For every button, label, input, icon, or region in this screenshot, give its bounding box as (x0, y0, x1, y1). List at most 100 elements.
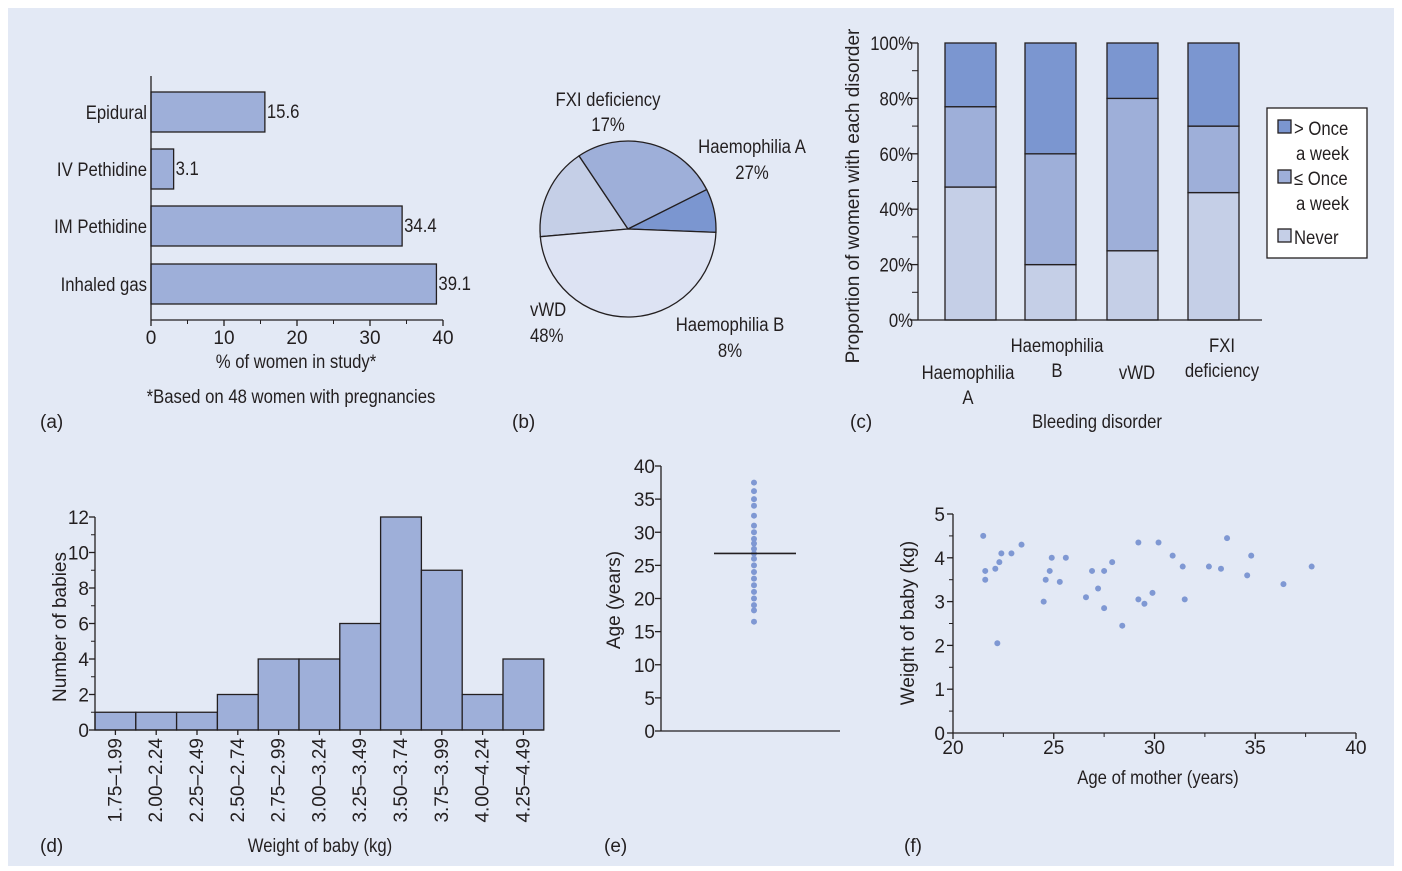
data-point (1040, 598, 1047, 605)
stacked-segment--once-a-week (1024, 42, 1077, 155)
y-tick-label: 6 (78, 615, 89, 636)
data-point (1224, 535, 1231, 542)
data-point (1082, 594, 1089, 601)
bar-iv-pethidine (150, 148, 175, 190)
stacked-segment--once-a-week (1187, 42, 1240, 127)
pie-slice-name: FXI deficiency (556, 89, 661, 110)
stacked-segment-never (1106, 250, 1159, 321)
y-tick-label: 60% (880, 144, 914, 165)
panel-label: (e) (604, 836, 627, 857)
pie-slice-percent: 8% (718, 340, 742, 361)
histogram-bar (298, 658, 341, 731)
data-point (751, 555, 757, 562)
pie-slice-name: Haemophilia A (698, 136, 806, 157)
data-point (751, 479, 757, 486)
data-point (751, 588, 757, 595)
x-tick-label: 0 (146, 328, 157, 349)
y-tick-label: 30 (634, 523, 655, 544)
stacked-segment--once-a-week (944, 106, 997, 188)
data-point (1280, 581, 1287, 588)
data-point (982, 576, 989, 583)
x-axis-title: Bleeding disorder (1032, 411, 1162, 432)
data-point (1248, 552, 1255, 559)
panel-d: 0 2 4 6 8 10 12 1.75–1.99 2.00–2.24 2.25–2.49 2.50… (40, 508, 545, 857)
data-label: 34.4 (404, 215, 437, 236)
legend-swatch (1277, 228, 1292, 243)
data-point (992, 565, 999, 572)
x-tick-label: 3.00–3.24 (309, 738, 330, 823)
y-tick-label: 10 (68, 544, 89, 565)
legend-swatch (1277, 119, 1292, 134)
data-point (751, 488, 757, 495)
data-point (1042, 576, 1049, 583)
stacked-segment--once-a-week (1187, 125, 1240, 194)
histogram-bar (502, 658, 545, 731)
data-point (751, 522, 757, 529)
pie-slice-percent: 48% (530, 325, 564, 346)
category-label: IM Pethidine (54, 216, 147, 237)
y-tick-label: 0 (934, 724, 945, 745)
legend-swatch (1277, 169, 1292, 184)
y-tick-label: 100% (870, 33, 913, 54)
x-tick-label: 25 (1043, 738, 1064, 759)
y-tick-label: 0% (889, 310, 913, 331)
data-point (1056, 578, 1063, 585)
stacked-segment--once-a-week (1106, 42, 1159, 100)
x-tick-label: 4.25–4.49 (513, 738, 534, 823)
panel-label: (d) (40, 836, 63, 857)
category-label: deficiency (1185, 360, 1259, 381)
y-axis-title: Age (years) (604, 551, 625, 649)
data-point (751, 512, 757, 519)
histogram-bar (94, 711, 137, 731)
x-tick-label: 30 (359, 328, 380, 349)
data-point (1048, 554, 1055, 561)
data-point (1181, 596, 1188, 603)
data-point (1046, 567, 1053, 574)
data-point (1101, 567, 1108, 574)
pie-slice-name: vWD (530, 299, 566, 320)
data-point (1149, 589, 1156, 596)
pie-slice-name: Haemophilia B (676, 314, 785, 335)
y-tick-label: 35 (634, 490, 655, 511)
x-tick-label: 1.75–1.99 (105, 738, 126, 823)
y-tick-label: 2 (934, 636, 945, 657)
y-axis-title: Proportion of women with each disorder (843, 28, 864, 363)
histogram-bar (257, 658, 300, 731)
data-point (751, 540, 757, 547)
x-tick-label: 20 (286, 328, 307, 349)
x-tick-label: 20 (942, 738, 963, 759)
histogram-bar (379, 516, 423, 731)
x-tick-label: 30 (1144, 738, 1165, 759)
x-axis-title: Weight of baby (kg) (248, 835, 393, 856)
y-tick-label: 0 (78, 721, 89, 742)
data-point (751, 496, 757, 503)
data-point (751, 535, 757, 542)
x-tick-label: 40 (432, 328, 453, 349)
data-point (1119, 622, 1126, 629)
category-label: IV Pethidine (57, 159, 147, 180)
y-tick-label: 1 (934, 680, 945, 701)
y-tick-label: 5 (934, 505, 945, 526)
y-axis-title: Number of babies (50, 552, 71, 702)
panel-label: (f) (904, 836, 922, 857)
data-point (751, 582, 757, 589)
data-point (751, 607, 757, 614)
data-point (980, 532, 987, 539)
data-point (751, 602, 757, 609)
stacked-segment-never (1024, 263, 1077, 321)
y-tick-label: 40% (880, 199, 914, 220)
pie-slice-vwd (539, 228, 717, 318)
data-point (1089, 567, 1096, 574)
category-label: B (1051, 360, 1062, 381)
stacked-segment--once-a-week (1024, 153, 1077, 266)
y-tick-label: 4 (934, 549, 945, 570)
stacked-segment-never (1187, 191, 1240, 321)
y-tick-label: 40 (634, 457, 655, 478)
y-tick-label: 20% (880, 255, 914, 276)
category-label: FXI (1209, 335, 1235, 356)
stacked-segment--once-a-week (944, 42, 997, 108)
category-label: Epidural (86, 102, 147, 123)
x-tick-label: 2.75–2.99 (269, 738, 290, 823)
x-tick-label: 2.50–2.74 (228, 738, 249, 823)
